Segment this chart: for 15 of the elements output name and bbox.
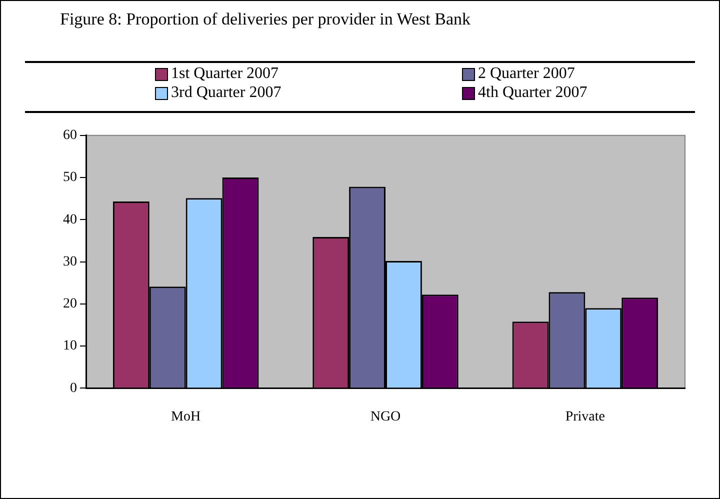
y-tick-label: 30 bbox=[63, 254, 77, 270]
y-tick-label: 20 bbox=[63, 296, 77, 312]
legend-label: 3rd Quarter 2007 bbox=[171, 84, 282, 102]
y-tick-label: 0 bbox=[70, 380, 77, 396]
legend-label: 4th Quarter 2007 bbox=[478, 84, 588, 102]
y-tick-label: 60 bbox=[63, 128, 77, 144]
y-tick-label: 40 bbox=[63, 212, 77, 228]
legend-label: 1st Quarter 2007 bbox=[171, 65, 279, 83]
legend-label: 2 Quarter 2007 bbox=[478, 65, 575, 83]
x-tick-label: Private bbox=[565, 409, 605, 424]
y-tick-label: 50 bbox=[63, 170, 77, 186]
y-tick-label: 10 bbox=[63, 338, 77, 354]
x-tick-label: NGO bbox=[370, 409, 401, 424]
x-tick-label: MoH bbox=[171, 409, 201, 424]
chart-title: Figure 8: Proportion of deliveries per provider in West Bank bbox=[60, 10, 471, 29]
